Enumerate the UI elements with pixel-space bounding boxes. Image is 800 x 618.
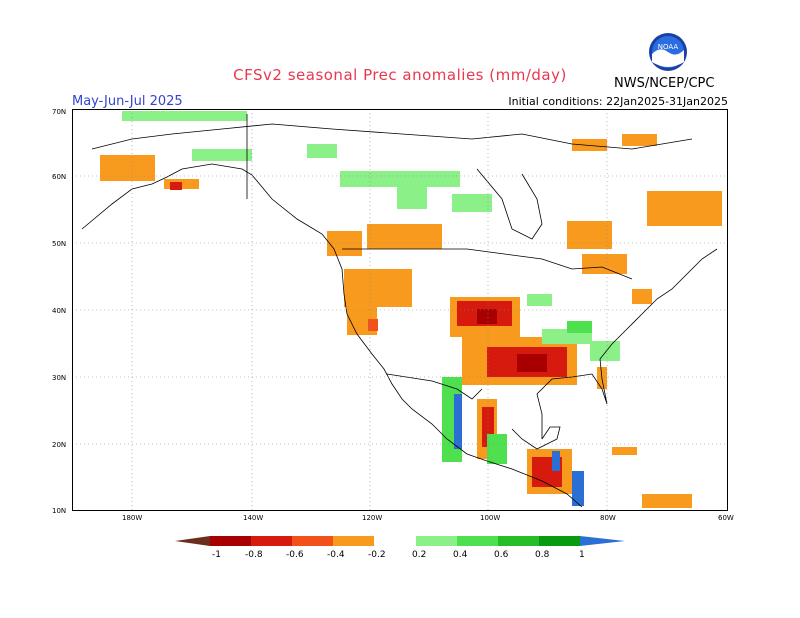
patch-bc-orange — [367, 224, 442, 249]
precip-anomaly-map — [72, 109, 728, 511]
patch-yucatan-blue — [552, 451, 560, 471]
legend-label-6: 0.4 — [453, 550, 468, 560]
coastlines-and-borders — [81, 114, 718, 508]
lon-label-120w: 120W — [362, 514, 382, 522]
legend-label-7: 0.6 — [494, 550, 509, 560]
legend-swatch-4 — [333, 536, 374, 546]
legend-swatch-9 — [539, 536, 580, 546]
noaa-logo: NOAA — [649, 33, 687, 71]
anomaly-patches — [100, 111, 722, 508]
lat-label-50n: 50N — [52, 240, 66, 248]
patch-ontario-green — [452, 194, 492, 212]
legend-swatch-3 — [292, 536, 333, 546]
hudson-bay — [476, 168, 543, 240]
patch-baffin-orange — [622, 134, 657, 146]
patch-mexico-west-blue — [454, 394, 462, 449]
legend-label-5: 0.2 — [412, 550, 426, 560]
patch-venezuela-orange — [642, 494, 692, 508]
legend-label-1: -0.8 — [245, 550, 263, 560]
logo-text: NOAA — [658, 43, 679, 51]
lat-label-40n: 40N — [52, 307, 66, 315]
logo-wave — [652, 49, 684, 67]
legend-label-4: -0.2 — [368, 550, 386, 560]
legend-swatch-2 — [251, 536, 292, 546]
yucatan-coast — [511, 426, 561, 450]
patch-mexico-south-green — [487, 434, 507, 464]
legend-swatch-0 — [175, 536, 210, 546]
color-legend: -1 -0.8 -0.6 -0.4 -0.2 0.2 0.4 0.6 0.8 1 — [175, 536, 625, 560]
lat-label-70n: 70N — [52, 108, 66, 116]
legend-swatch-10 — [580, 536, 625, 546]
legend-label-0: -1 — [212, 550, 221, 560]
patch-panama-blue — [572, 471, 584, 506]
patch-alaska-red — [170, 182, 182, 190]
patch-caribbean-orange — [612, 447, 637, 455]
patch-oregon-red — [368, 319, 378, 331]
legend-swatch-1 — [210, 536, 251, 546]
patch-alaska-orange — [100, 155, 155, 181]
lat-label-30n: 30N — [52, 374, 66, 382]
lon-label-100w: 100W — [480, 514, 500, 522]
legend-swatch-8 — [498, 536, 539, 546]
lon-label-80w: 80W — [600, 514, 616, 522]
patch-labrador-orange — [647, 191, 722, 226]
patch-nw-us-orange — [344, 269, 412, 307]
us-mexico-border — [386, 373, 483, 400]
map-axis-labels: 70N 60N 50N 40N 30N 20N 10N 180W 140W 12… — [52, 108, 734, 522]
patch-coast-orange — [327, 231, 362, 256]
patch-ontario-orange — [582, 254, 627, 274]
arctic-coast — [91, 123, 693, 150]
patch-south-darkred — [517, 354, 547, 372]
patch-plains-darkred — [477, 309, 497, 324]
map-title: CFSv2 seasonal Prec anomalies (mm/day) — [233, 66, 567, 84]
patch-nwt-green — [307, 144, 337, 158]
pacific-coastline — [81, 163, 583, 508]
lat-label-60n: 60N — [52, 173, 66, 181]
patch-lakes-green — [527, 294, 552, 306]
lon-label-180w: 180W — [122, 514, 142, 522]
legend-swatch-7 — [457, 536, 498, 546]
agency-label: NWS/NCEP/CPC — [614, 76, 715, 91]
graticule — [72, 109, 728, 511]
patch-quebec-orange — [567, 221, 612, 249]
legend-label-2: -0.6 — [286, 550, 304, 560]
lon-label-60w: 60W — [718, 514, 734, 522]
patch-prairie-green — [340, 171, 460, 187]
patch-hudson-orange — [572, 139, 607, 151]
lat-label-10n: 10N — [52, 507, 66, 515]
lat-label-20n: 20N — [52, 441, 66, 449]
forecast-period: May-Jun-Jul 2025 — [72, 94, 183, 109]
initial-conditions: Initial conditions: 22Jan2025-31Jan2025 — [508, 95, 728, 108]
patch-alaska-north-green — [122, 111, 247, 121]
patch-yukon-green — [192, 149, 252, 161]
legend-swatch-5 — [374, 536, 416, 546]
lon-label-140w: 140W — [243, 514, 263, 522]
patch-carolina-green — [590, 341, 620, 361]
legend-label-8: 0.8 — [535, 550, 550, 560]
patch-newengland-orange — [632, 289, 652, 304]
atlantic-coastline — [536, 248, 718, 439]
legend-swatch-6 — [416, 536, 457, 546]
legend-label-9: 1 — [579, 550, 585, 560]
patch-appalachian-green — [567, 321, 592, 333]
patch-manitoba-green — [397, 187, 427, 209]
map-frame — [72, 109, 728, 511]
legend-label-3: -0.4 — [327, 550, 345, 560]
